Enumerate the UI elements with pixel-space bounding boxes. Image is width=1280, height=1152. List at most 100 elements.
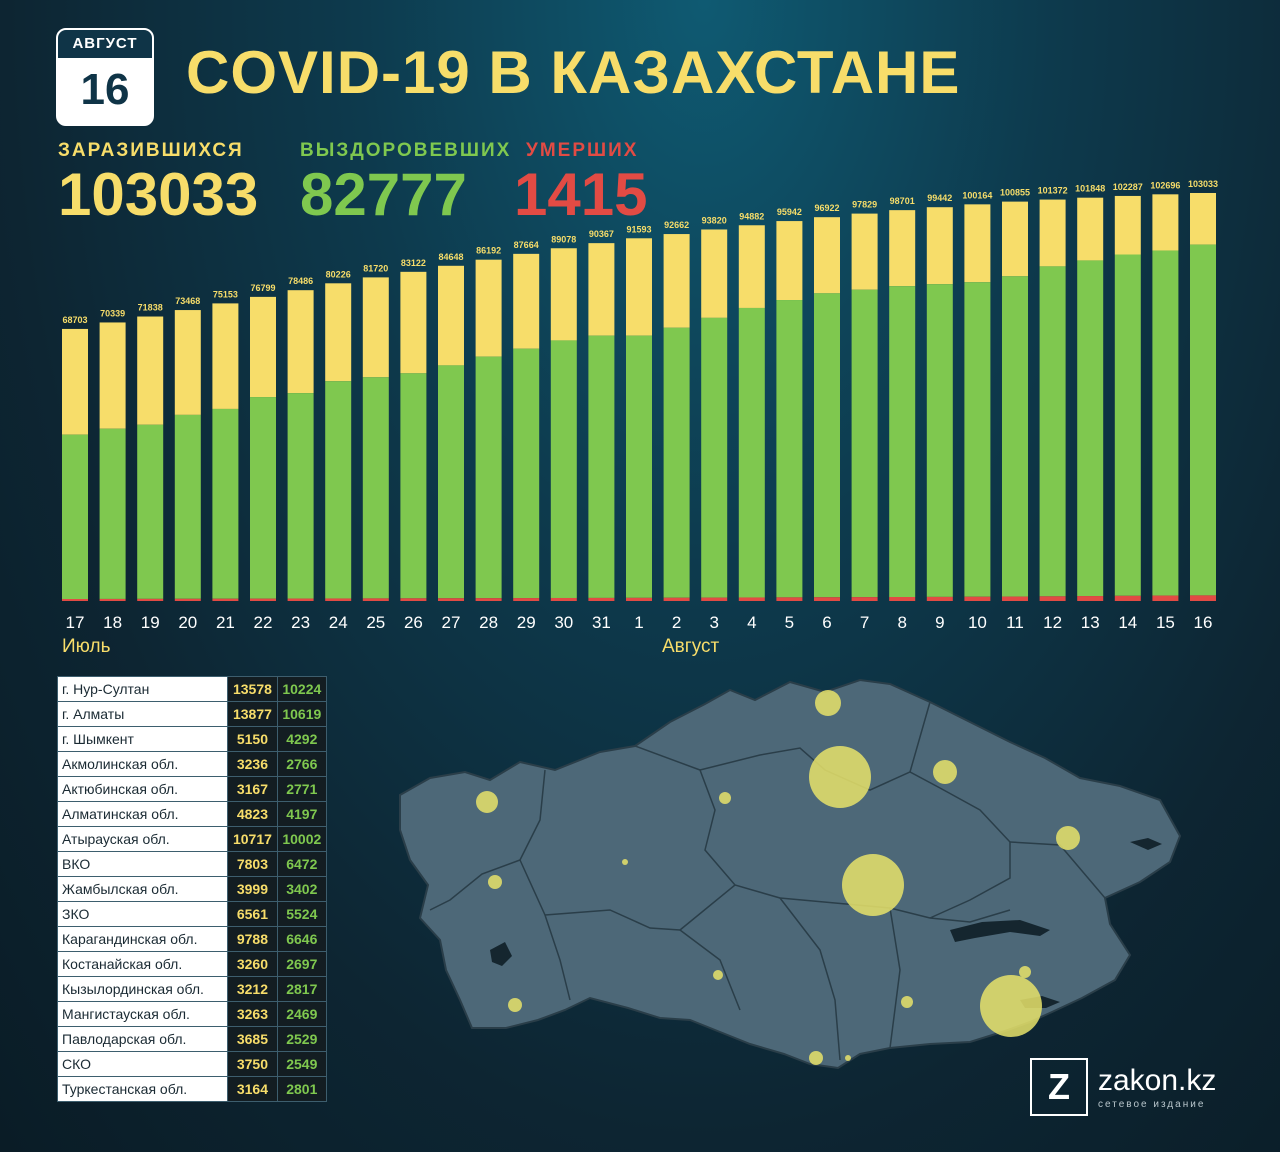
tick-label: 17	[66, 613, 85, 632]
data-label: 78486	[288, 276, 313, 286]
region-recovered: 5524	[276, 901, 328, 927]
tick-label: 1	[634, 613, 643, 632]
bar-recovered	[738, 307, 765, 598]
region-infected: 3685	[227, 1026, 278, 1052]
region-bubble	[842, 854, 904, 916]
bar-infected	[738, 225, 765, 308]
bar-infected	[926, 207, 953, 285]
bar-recovered	[776, 300, 803, 598]
data-label: 92662	[664, 220, 689, 230]
month-label-july: Июль	[62, 636, 111, 657]
bar-infected	[438, 265, 464, 366]
region-infected: 3263	[227, 1001, 278, 1027]
table-row: Жамбылская обл. 3999 3402	[56, 876, 328, 902]
table-row: Актюбинская обл. 3167 2771	[56, 776, 328, 802]
tick-label: 8	[897, 613, 906, 632]
data-label: 86192	[476, 246, 501, 256]
bar-recovered	[400, 373, 427, 599]
data-label: 100164	[962, 190, 992, 200]
region-bubble	[933, 760, 957, 784]
table-row: Алматинская обл. 4823 4197	[56, 801, 328, 827]
bar-infected	[1002, 201, 1028, 277]
bar-infected	[1190, 192, 1216, 245]
table-row: ВКО 7803 6472	[56, 851, 328, 877]
region-name: Мангистауская обл.	[56, 1001, 229, 1027]
region-recovered: 2801	[276, 1076, 328, 1102]
data-label: 75153	[213, 289, 238, 299]
bar-deaths	[588, 597, 615, 601]
region-name: Жамбылская обл.	[56, 876, 229, 902]
region-name: г. Алматы	[56, 701, 229, 727]
month-label-august: Август	[662, 636, 720, 657]
table-row: Туркестанская обл. 3164 2801	[56, 1076, 328, 1102]
bar-deaths	[550, 597, 577, 601]
data-label: 95942	[777, 207, 802, 217]
tick-label: 9	[935, 613, 944, 632]
table-row: Павлодарская обл. 3685 2529	[56, 1026, 328, 1052]
region-infected: 10717	[227, 826, 278, 852]
bar-recovered	[926, 284, 953, 597]
region-infected: 6561	[227, 901, 278, 927]
data-label: 76799	[250, 283, 275, 293]
data-label: 73468	[175, 296, 200, 306]
tick-label: 20	[178, 613, 197, 632]
balkhash-lake	[950, 920, 1050, 942]
region-recovered: 6646	[276, 926, 328, 952]
bar-infected	[287, 290, 314, 394]
bar-deaths	[926, 596, 953, 601]
tick-label: 15	[1156, 613, 1175, 632]
region-recovered: 2549	[276, 1051, 328, 1077]
region-name: Актюбинская обл.	[56, 776, 229, 802]
logo-name: zakon.kz	[1098, 1064, 1217, 1097]
bar-infected	[701, 229, 728, 318]
region-name: Туркестанская обл.	[56, 1076, 229, 1102]
tick-label: 23	[291, 613, 310, 632]
bar-recovered	[588, 335, 615, 598]
calendar-month: АВГУСТ	[58, 30, 152, 58]
bar-deaths	[851, 597, 878, 601]
region-infected: 13877	[227, 701, 278, 727]
tick-label: 4	[747, 613, 756, 632]
deaths-label: УМЕРШИХ	[526, 140, 639, 161]
bar-recovered	[62, 434, 88, 599]
bar-deaths	[362, 598, 389, 601]
table-row: г. Шымкент 5150 4292	[56, 726, 328, 752]
data-label: 93820	[702, 215, 727, 225]
bar-infected	[550, 248, 577, 341]
bar-infected	[325, 283, 352, 382]
region-infected: 3236	[227, 751, 278, 777]
tick-label: 10	[968, 613, 987, 632]
data-label: 83122	[401, 258, 426, 268]
tick-label: 2	[672, 613, 681, 632]
bar-deaths	[513, 598, 540, 601]
region-name: Костанайская обл.	[56, 951, 229, 977]
region-bubble	[622, 859, 628, 865]
region-recovered: 3402	[276, 876, 328, 902]
region-name: Кызылординская обл.	[56, 976, 229, 1002]
logo-subtitle: сетевое издание	[1098, 1099, 1206, 1110]
region-infected: 3164	[227, 1076, 278, 1102]
table-row: СКО 3750 2549	[56, 1051, 328, 1077]
bar-deaths	[1114, 595, 1141, 601]
data-label: 71838	[138, 303, 163, 313]
bar-infected	[212, 303, 239, 409]
tick-label: 24	[329, 613, 348, 632]
region-name: ВКО	[56, 851, 229, 877]
bar-deaths	[889, 597, 916, 601]
bar-deaths	[174, 598, 201, 601]
region-name: Павлодарская обл.	[56, 1026, 229, 1052]
bar-deaths	[325, 598, 352, 601]
tick-label: 21	[216, 613, 235, 632]
region-infected: 5150	[227, 726, 278, 752]
bar-deaths	[1152, 595, 1179, 601]
region-bubble	[980, 975, 1042, 1037]
data-label: 100855	[1000, 188, 1030, 198]
bar-deaths	[400, 598, 427, 601]
bar-deaths	[287, 598, 314, 601]
region-infected: 3750	[227, 1051, 278, 1077]
region-recovered: 2817	[276, 976, 328, 1002]
recovered-value: 82777	[300, 161, 467, 228]
bar-recovered	[964, 282, 991, 597]
bar-recovered	[137, 424, 164, 599]
bar-recovered	[1114, 254, 1141, 596]
